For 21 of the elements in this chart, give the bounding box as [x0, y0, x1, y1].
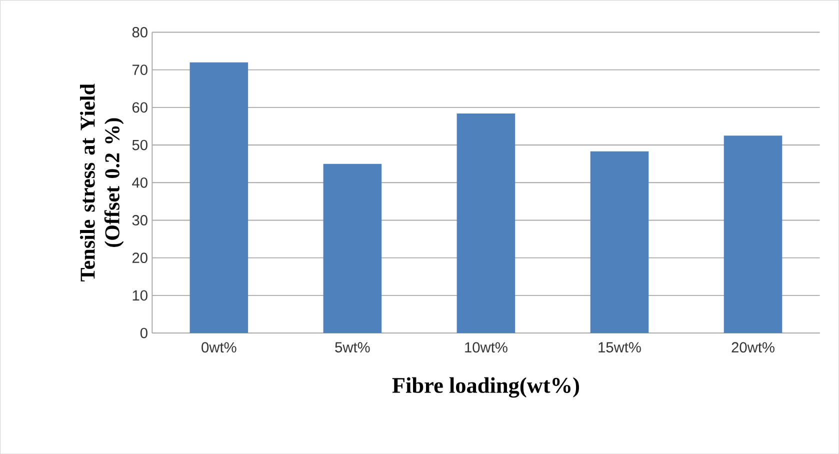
bar — [323, 164, 382, 333]
y-tick-label: 60 — [132, 102, 148, 113]
y-tick-label: 10 — [132, 290, 148, 301]
x-axis-title: Fibre loading(wt%) — [392, 377, 579, 398]
x-tick-label: 15wt% — [598, 342, 641, 352]
y-tick-label: 40 — [132, 177, 148, 188]
x-tick-label: 20wt% — [732, 342, 774, 352]
y-tick-label: 80 — [132, 26, 148, 38]
x-tick-label: 0wt% — [202, 342, 236, 352]
y-tick-label: 70 — [132, 64, 148, 75]
bar — [190, 62, 248, 333]
y-tick-label: 50 — [132, 140, 148, 150]
bar — [724, 136, 782, 333]
bar — [590, 151, 649, 333]
y-axis-title: Tensile stress at Yield (Offset 0.2 %) — [80, 84, 124, 282]
x-tick-label: 10wt% — [465, 342, 508, 352]
x-tick-label: 5wt% — [335, 342, 370, 352]
bar — [456, 113, 516, 333]
y-tick-label: 0 — [140, 328, 148, 338]
y-tick-label: 20 — [132, 252, 148, 263]
y-tick-label: 30 — [132, 214, 148, 226]
